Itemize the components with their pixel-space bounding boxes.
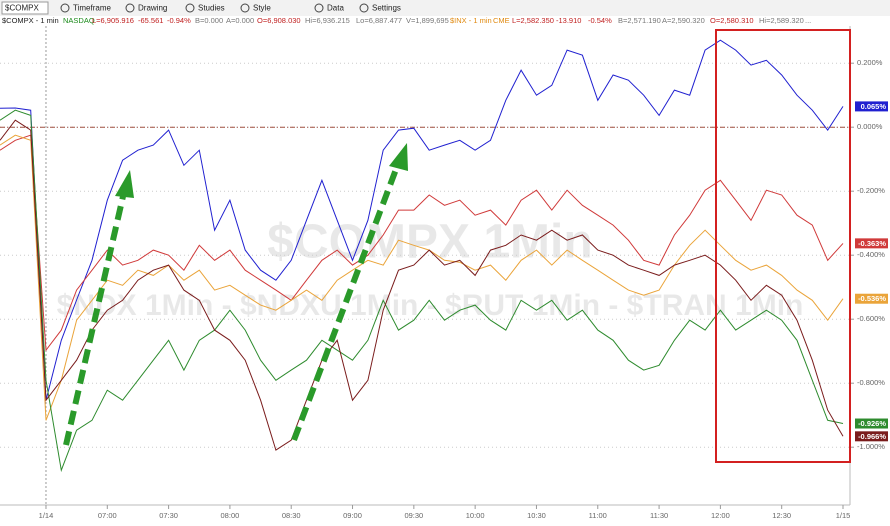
toolbar-icon [240, 3, 250, 13]
x-tick-label: 07:00 [98, 511, 117, 520]
y-tick-label: 0.200% [857, 58, 883, 67]
value-badge [855, 418, 888, 429]
toolbar-icon [185, 3, 195, 13]
y-tick-label: -0.400% [857, 250, 885, 259]
y-tick-label: -1.000% [857, 442, 885, 451]
toolbar-item[interactable]: Timeframe [73, 4, 111, 13]
info-item: -13.910 [556, 16, 581, 25]
toolbar-item[interactable]: $COMPX [5, 4, 39, 13]
x-tick-label: 10:30 [527, 511, 546, 520]
x-tick-label: 09:00 [343, 511, 362, 520]
info-item: $COMPX - 1 min [2, 16, 59, 25]
toolbar-icon [125, 3, 135, 13]
value-badge [855, 101, 888, 112]
info-item: CME [493, 16, 510, 25]
info-item: -0.54% [588, 16, 612, 25]
toolbar-icon [359, 3, 369, 13]
info-item: A=0.000 [226, 16, 254, 25]
highlight-box [715, 29, 851, 463]
series-line [0, 109, 844, 473]
toolbar-item[interactable]: Studies [198, 4, 225, 13]
series-line [0, 134, 844, 352]
info-item: L=6,905.916 [92, 16, 134, 25]
info-item: B=0.000 [195, 16, 223, 25]
value-label: -0.926% [858, 419, 886, 428]
x-tick-label: 08:00 [221, 511, 240, 520]
info-item: A=2,590.320 [662, 16, 705, 25]
annotation-arrow [63, 170, 134, 446]
info-item: O=6,908.030 [257, 16, 301, 25]
value-label: -0.536% [858, 294, 886, 303]
value-badge [855, 293, 888, 304]
toolbar [0, 0, 890, 16]
x-tick-label: 12:00 [711, 511, 730, 520]
value-label: -0.363% [858, 239, 886, 248]
toolbar-item[interactable]: Drawing [138, 4, 167, 13]
info-item: -0.94% [167, 16, 191, 25]
series-line [0, 134, 844, 421]
info-item: Hi=2,589.320 [759, 16, 804, 25]
y-tick-label: -0.200% [857, 186, 885, 195]
value-label: 0.065% [861, 102, 887, 111]
toolbar-items: $COMPX Timeframe Drawing Studies Style Data Se… [5, 3, 401, 13]
x-tick-label: 1/14 [39, 511, 54, 520]
x-tick-label: 11:00 [589, 511, 607, 520]
series-line [0, 119, 844, 451]
info-item: O=2,580.310 [710, 16, 754, 25]
toolbar-item[interactable]: Data [327, 4, 344, 13]
info-item: -65.561 [138, 16, 163, 25]
info-item: B=2,571.190 [618, 16, 661, 25]
info-item: $INX - 1 min [450, 16, 492, 25]
info-item: L=2,582.350 [512, 16, 554, 25]
x-tick-label: 09:30 [404, 511, 423, 520]
toolbar-icon [314, 3, 324, 13]
value-badge [855, 431, 888, 442]
y-tick-label: 0.000% [857, 122, 883, 131]
info-item: ... [805, 16, 811, 25]
x-tick-label: 11:30 [650, 511, 668, 520]
toolbar-icon [60, 3, 70, 13]
y-tick-label: -0.600% [857, 314, 885, 323]
value-label: -0.966% [858, 432, 886, 441]
info-item: Lo=6,887.477 [356, 16, 402, 25]
x-tick-label: 08:30 [282, 511, 301, 520]
toolbar-item[interactable]: Settings [372, 4, 401, 13]
symbol-box[interactable] [1, 1, 49, 15]
info-item: V=1,899,695 [406, 16, 449, 25]
watermark: $COMPX 1Min [267, 216, 592, 269]
value-badge [855, 238, 888, 249]
annotation-arrow [291, 143, 408, 442]
info-item: NASDAQ [63, 16, 95, 25]
x-tick-label: 07:30 [159, 511, 178, 520]
y-tick-label: -0.800% [857, 378, 885, 387]
x-tick-label: 10:00 [466, 511, 485, 520]
toolbar-item[interactable]: Style [253, 4, 271, 13]
x-tick-label: 12:30 [772, 511, 791, 520]
watermark: $NDX 1Min - $NDXU 1Min - $RUT 1Min - $TR… [57, 289, 804, 322]
series-line [0, 39, 844, 401]
info-item: Hi=6,936.215 [305, 16, 350, 25]
plot: 0.200% 0.000% -0.200% -0.400% -0.600% -0.800%… [0, 26, 888, 520]
x-tick-label: 1/15 [836, 511, 851, 520]
